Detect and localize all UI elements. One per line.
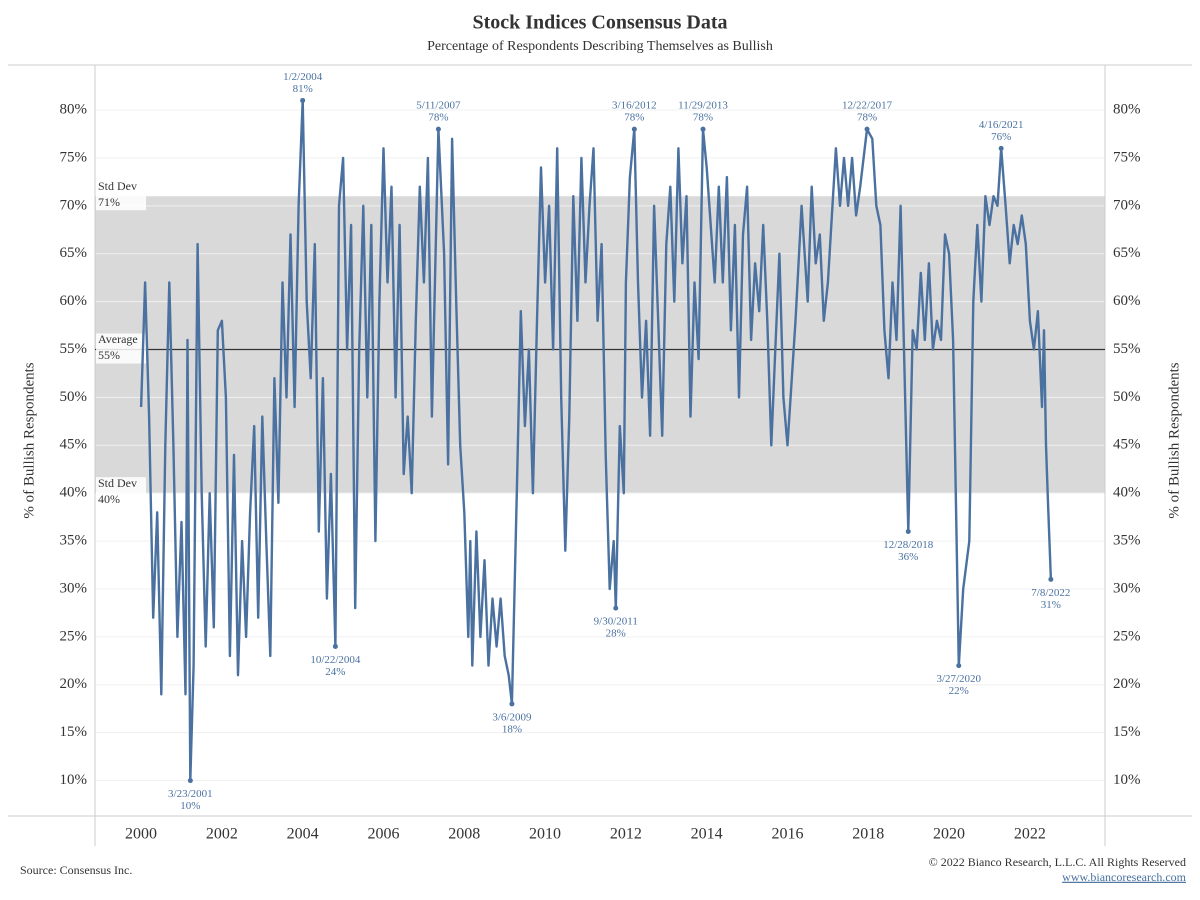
- y2-tick-label: 30%: [1113, 580, 1141, 596]
- y-tick-label: 10%: [60, 772, 88, 788]
- band-label: Average: [98, 332, 138, 346]
- annotation-date: 4/16/2021: [979, 119, 1024, 131]
- x-tick-label: 2014: [691, 826, 723, 843]
- annotation-value: 10%: [180, 800, 200, 812]
- annotation-date: 3/27/2020: [936, 673, 981, 685]
- y-tick-label: 15%: [60, 724, 88, 740]
- data-line: [139, 99, 1053, 782]
- annotation-point: [509, 701, 515, 707]
- y2-tick-label: 60%: [1113, 293, 1141, 309]
- chart-subtitle: Percentage of Respondents Describing The…: [427, 39, 773, 54]
- annotation-point: [956, 663, 962, 669]
- band-label-bg: [96, 477, 146, 508]
- annotation-point: [700, 126, 706, 132]
- annotation-value: 31%: [1041, 599, 1061, 611]
- annotation-value: 78%: [857, 112, 877, 124]
- y-tick-label: 50%: [60, 389, 88, 405]
- y2-tick-label: 75%: [1113, 149, 1141, 165]
- annotation-date: 1/2/2004: [283, 71, 323, 83]
- annotation-date: 3/6/2009: [492, 711, 532, 723]
- x-tick-label: 2010: [529, 826, 561, 843]
- annotation-date: 5/11/2007: [416, 100, 461, 112]
- annotation-date: 3/16/2012: [612, 100, 657, 112]
- y-tick-label: 80%: [60, 101, 88, 117]
- annotation-date: 3/23/2001: [168, 788, 213, 800]
- annotation-point: [905, 529, 911, 535]
- y2-tick-label: 15%: [1113, 724, 1141, 740]
- band-label-bg: [96, 333, 146, 364]
- annotation-value: 28%: [606, 628, 626, 640]
- y2-tick-label: 45%: [1113, 437, 1141, 453]
- chart-title: Stock Indices Consensus Data: [472, 12, 727, 34]
- y2-tick-label: 55%: [1113, 341, 1141, 357]
- annotation-point: [332, 643, 338, 649]
- y-tick-label: 20%: [60, 676, 88, 692]
- annotation-date: 7/8/2022: [1031, 587, 1070, 599]
- annotation-value: 22%: [949, 685, 969, 697]
- annotation-point: [435, 126, 441, 132]
- annotation-point: [613, 605, 619, 611]
- y-tick-label: 25%: [60, 628, 88, 644]
- x-tick-label: 2000: [125, 826, 157, 843]
- x-tick-label: 2018: [852, 826, 884, 843]
- annotation-value: 78%: [428, 112, 448, 124]
- y-tick-label: 40%: [60, 485, 88, 501]
- y-axis-label: % of Bullish Respondents: [21, 362, 37, 518]
- annotation-value: 18%: [502, 723, 522, 735]
- x-tick-label: 2004: [287, 826, 319, 843]
- x-tick-label: 2012: [610, 826, 642, 843]
- y2-tick-label: 10%: [1113, 772, 1141, 788]
- annotation-point: [300, 97, 306, 103]
- y2-tick-label: 40%: [1113, 485, 1141, 501]
- y-tick-label: 45%: [60, 437, 88, 453]
- annotation-date: 10/22/2004: [310, 654, 361, 666]
- annotation-point: [864, 126, 870, 132]
- y-tick-label: 30%: [60, 580, 88, 596]
- annotation-point: [998, 145, 1004, 151]
- annotation-value: 81%: [293, 83, 313, 95]
- annotation-date: 9/30/2011: [594, 616, 638, 628]
- y2-tick-label: 25%: [1113, 628, 1141, 644]
- y-tick-label: 70%: [60, 197, 88, 213]
- y2-tick-label: 50%: [1113, 389, 1141, 405]
- annotation-point: [631, 126, 637, 132]
- annotation-value: 76%: [991, 131, 1011, 143]
- y-tick-label: 65%: [60, 245, 88, 261]
- band-label: Std Dev: [98, 179, 137, 193]
- annotation-date: 12/22/2017: [842, 100, 893, 112]
- annotation-point: [1048, 576, 1054, 582]
- x-tick-label: 2008: [448, 826, 480, 843]
- band-label: Std Dev: [98, 476, 137, 490]
- x-tick-label: 2002: [206, 826, 238, 843]
- y-tick-label: 35%: [60, 533, 88, 549]
- annotation-value: 78%: [693, 112, 713, 124]
- y-tick-label: 55%: [60, 341, 88, 357]
- y2-tick-label: 70%: [1113, 197, 1141, 213]
- y2-tick-label: 65%: [1113, 245, 1141, 261]
- x-tick-label: 2016: [771, 826, 803, 843]
- band-value-label: 71%: [98, 195, 120, 209]
- source: Source: Consensus Inc.: [20, 863, 132, 877]
- y-tick-label: 75%: [60, 149, 88, 165]
- y2-tick-label: 20%: [1113, 676, 1141, 692]
- y2-tick-label: 80%: [1113, 101, 1141, 117]
- band-label-bg: [96, 180, 146, 211]
- url: www.biancoresearch.com: [1062, 870, 1186, 884]
- annotation-date: 12/28/2018: [883, 539, 934, 551]
- y2-axis-label: % of Bullish Respondents: [1166, 362, 1182, 518]
- annotation-value: 36%: [898, 551, 918, 563]
- annotation-point: [187, 778, 193, 784]
- copyright: © 2022 Bianco Research, L.L.C. All Right…: [929, 855, 1186, 869]
- y2-tick-label: 35%: [1113, 533, 1141, 549]
- band-value-label: 40%: [98, 492, 120, 506]
- annotation-value: 24%: [325, 666, 345, 678]
- annotation-value: 78%: [624, 112, 644, 124]
- y-tick-label: 60%: [60, 293, 88, 309]
- x-tick-label: 2020: [933, 826, 965, 843]
- band-value-label: 55%: [98, 348, 120, 362]
- x-tick-label: 2022: [1014, 826, 1046, 843]
- x-tick-label: 2006: [367, 826, 399, 843]
- annotation-date: 11/29/2013: [678, 100, 728, 112]
